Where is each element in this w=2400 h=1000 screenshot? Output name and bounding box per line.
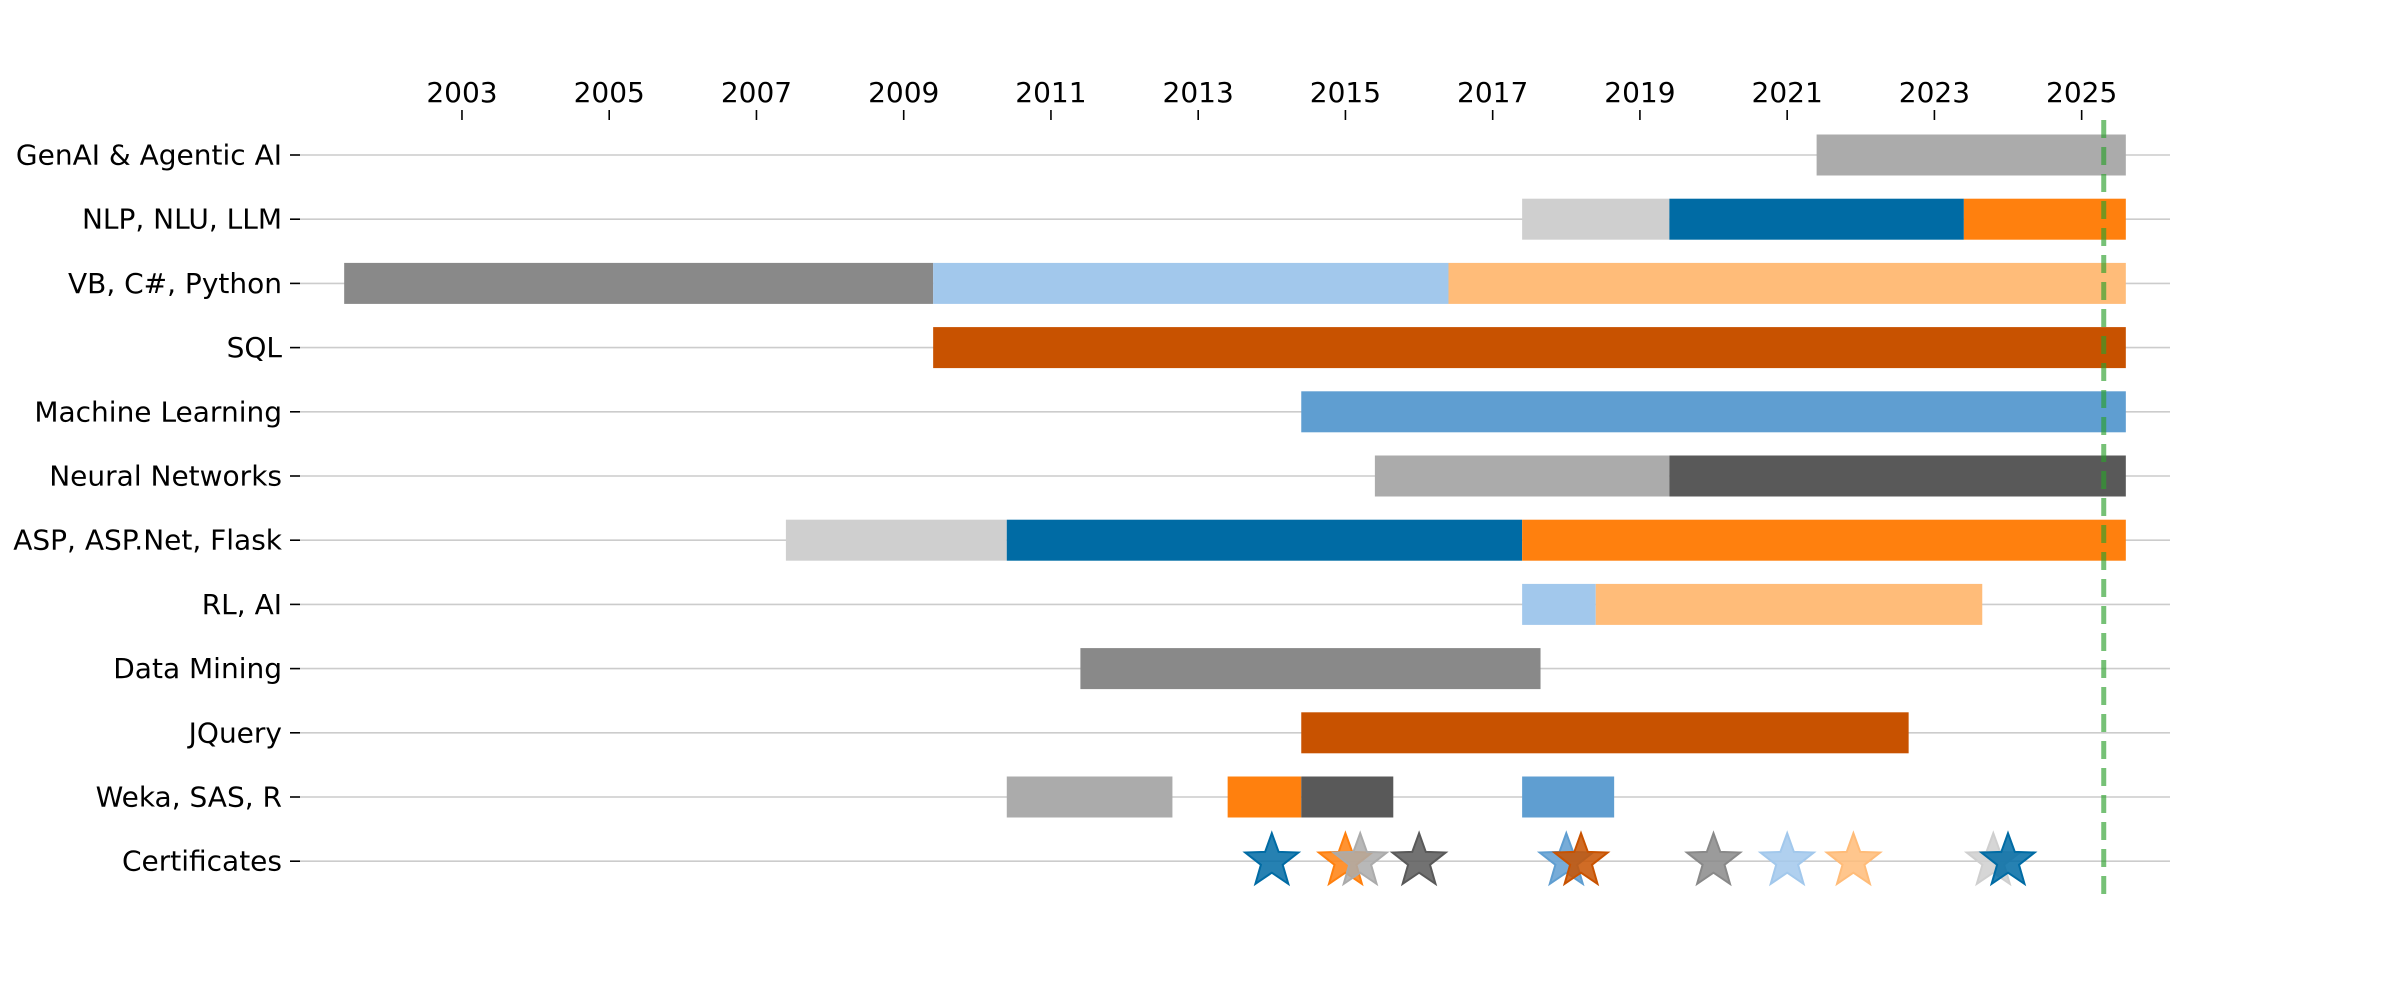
x-tick-label-2021: 2021	[1752, 76, 1823, 109]
category-label-neural-networks: Neural Networks	[49, 460, 282, 493]
bar-weka-sas-r-19	[1227, 776, 1302, 818]
category-label-rl-ai: RL, AI	[202, 588, 282, 621]
certificate-star-6	[1684, 830, 1743, 887]
x-tick-label-2017: 2017	[1457, 76, 1528, 109]
category-label-asp-asp-net-flask: ASP, ASP.Net, Flask	[13, 524, 283, 557]
bar-neural-networks-9	[1374, 455, 1670, 497]
category-label-nlp-nlu-llm: NLP, NLU, LLM	[82, 203, 282, 236]
bar-asp-asp-net-flask-13	[1522, 519, 2126, 561]
certificate-star-2	[1330, 830, 1390, 887]
bar-vb-c-python-4	[344, 262, 934, 304]
y-axis-categories: GenAI & Agentic AI NLP, NLU, LLM VB, C#, P…	[13, 139, 300, 878]
bar-weka-sas-r-21	[1522, 776, 1615, 818]
bar-weka-sas-r-20	[1301, 776, 1394, 818]
bar-vb-c-python-5	[933, 262, 1449, 304]
certificate-star-8	[1824, 830, 1883, 887]
bar-nlp-nlu-llm-1	[1522, 198, 1670, 240]
bar-neural-networks-10	[1669, 455, 2126, 497]
x-tick-label-2023: 2023	[1899, 76, 1970, 109]
x-axis: 2003 2005 2007 2009 2011 2013 2015 2017 2019 2021…	[426, 76, 2117, 120]
category-label-sql: SQL	[227, 331, 283, 364]
bar-nlp-nlu-llm-3	[1963, 198, 2126, 240]
bar-jquery-17	[1301, 712, 1909, 754]
bar-sql-7	[933, 327, 2126, 369]
x-tick-label-2015: 2015	[1310, 76, 1381, 109]
bar-data-mining-16	[1080, 648, 1541, 690]
bar-asp-asp-net-flask-11	[785, 519, 1007, 561]
bar-asp-asp-net-flask-12	[1006, 519, 1523, 561]
x-tick-label-2013: 2013	[1163, 76, 1234, 109]
x-tick-label-2007: 2007	[721, 76, 792, 109]
bar-vb-c-python-6	[1448, 262, 2126, 304]
category-label-vb-c-python: VB, C#, Python	[68, 267, 282, 300]
category-label-data-mining: Data Mining	[113, 652, 282, 685]
category-label-weka-sas-r: Weka, SAS, R	[96, 781, 282, 814]
x-tick-label-2019: 2019	[1604, 76, 1675, 109]
certificate-star-10	[1978, 830, 2038, 887]
x-tick-label-2011: 2011	[1015, 76, 1086, 109]
bars	[344, 134, 2126, 818]
certificate-star-7	[1757, 830, 1817, 887]
certificate-markers	[1242, 830, 2038, 887]
x-tick-label-2025: 2025	[2046, 76, 2117, 109]
category-label-jquery: JQuery	[187, 716, 282, 749]
category-label-genai-agentic-ai: GenAI & Agentic AI	[16, 139, 282, 172]
grid-lines	[300, 154, 2170, 863]
bar-machine-learning-8	[1301, 391, 2126, 433]
x-tick-label-2009: 2009	[868, 76, 939, 109]
bar-rl-ai-15	[1595, 583, 1983, 625]
x-tick-label-2005: 2005	[574, 76, 645, 109]
certificate-star-0	[1242, 830, 1302, 887]
category-label-certificates: Certificates	[122, 845, 282, 878]
certificate-star-3	[1389, 830, 1449, 887]
x-tick-label-2003: 2003	[426, 76, 497, 109]
category-label-machine-learning: Machine Learning	[34, 395, 282, 428]
bar-rl-ai-14	[1522, 583, 1596, 625]
bar-genai-agentic-ai-0	[1816, 134, 2126, 176]
bar-weka-sas-r-18	[1006, 776, 1173, 818]
certificate-star-5	[1551, 830, 1611, 887]
bar-nlp-nlu-llm-2	[1669, 198, 1964, 240]
